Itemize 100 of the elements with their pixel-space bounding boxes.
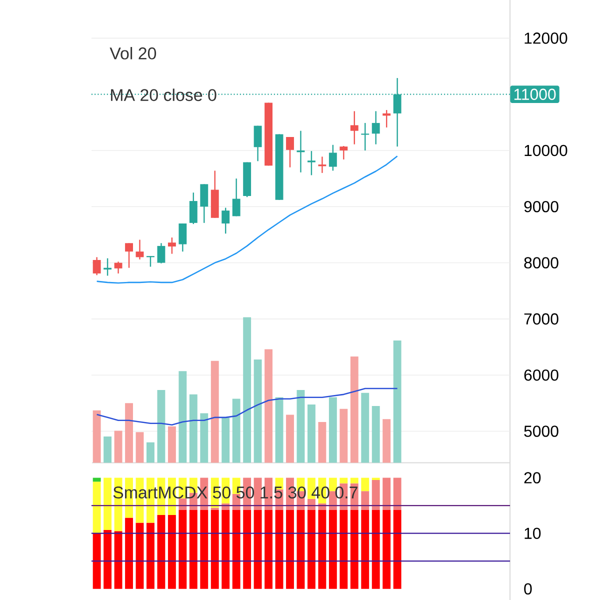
candlestick — [157, 242, 166, 264]
candlestick — [168, 236, 176, 254]
bar — [114, 430, 122, 463]
candlestick — [104, 258, 112, 276]
bar — [178, 510, 187, 589]
bar — [340, 408, 348, 463]
bar — [210, 510, 219, 589]
bar — [275, 397, 284, 463]
bar — [350, 478, 358, 484]
bar — [254, 510, 262, 589]
bar — [200, 413, 208, 463]
bar — [136, 522, 144, 589]
bar — [104, 530, 112, 589]
bar — [361, 491, 370, 510]
bar — [189, 394, 198, 463]
y-tick-label: 12000 — [524, 32, 568, 44]
y-tick-label: 0 — [524, 583, 532, 595]
bar — [264, 510, 273, 589]
candlestick — [136, 239, 144, 260]
candlestick — [254, 125, 262, 162]
bar — [307, 510, 316, 589]
y-tick-label: 20 — [524, 472, 541, 484]
bar — [146, 442, 154, 463]
bar — [243, 510, 252, 589]
bar — [210, 360, 219, 463]
candlestick — [318, 156, 326, 174]
bar — [189, 510, 198, 589]
bar — [168, 426, 176, 463]
candlestick — [307, 150, 316, 176]
bar — [254, 478, 262, 510]
bar — [200, 510, 208, 589]
bar — [307, 404, 316, 463]
y-tick-label: 7000 — [524, 313, 558, 325]
bar — [232, 398, 240, 463]
bar — [114, 531, 122, 589]
bar — [382, 478, 391, 510]
bar — [361, 510, 370, 589]
bar — [350, 356, 358, 463]
bar — [328, 510, 337, 589]
bar — [318, 422, 326, 463]
y-tick-label: 5000 — [524, 426, 558, 437]
bar — [222, 510, 230, 589]
bar — [382, 419, 391, 463]
bar — [328, 491, 337, 510]
bar — [104, 436, 112, 463]
candlestick — [328, 144, 337, 172]
bar — [254, 359, 262, 463]
bar — [393, 340, 402, 463]
bar — [382, 510, 391, 589]
bar — [340, 510, 348, 589]
candlestick — [232, 178, 240, 217]
y-tick-label: 6000 — [524, 369, 558, 381]
bar — [157, 390, 166, 463]
bar — [372, 510, 380, 589]
candlestick — [114, 261, 122, 274]
y-tick-label: 8000 — [524, 257, 558, 268]
bar — [222, 418, 230, 463]
candlestick — [340, 145, 348, 160]
bar — [296, 510, 305, 589]
bar — [393, 510, 402, 589]
bar — [178, 371, 187, 463]
bar — [92, 410, 101, 463]
bar — [136, 432, 144, 463]
bar — [350, 510, 358, 589]
candlestick — [92, 256, 101, 276]
bar — [286, 414, 294, 463]
annotation: MA 20 close 0 — [111, 88, 216, 102]
y-tick-label: 10000 — [524, 144, 568, 156]
annotation: Vol 20 — [110, 46, 156, 60]
bar — [168, 514, 176, 589]
candlestick — [125, 242, 133, 268]
candlestick — [372, 110, 380, 145]
bar — [372, 406, 380, 463]
bar — [275, 510, 284, 589]
y-tick-label: 9000 — [524, 200, 558, 212]
bar — [104, 478, 112, 530]
bar — [361, 478, 370, 492]
bar — [232, 510, 240, 589]
bar — [92, 482, 101, 534]
bar — [264, 349, 273, 463]
candlestick — [178, 222, 187, 252]
bar — [328, 478, 337, 492]
candlestick — [286, 136, 294, 168]
bar — [92, 533, 101, 589]
candlestick — [350, 110, 358, 145]
bar — [125, 403, 133, 463]
candlestick — [200, 184, 208, 224]
bar — [318, 510, 326, 589]
bar — [243, 317, 252, 463]
bar — [125, 518, 133, 589]
bar — [286, 510, 294, 589]
bar — [393, 478, 402, 510]
candlestick — [361, 122, 370, 152]
bar — [340, 478, 348, 484]
bar — [157, 514, 166, 589]
bar — [372, 480, 380, 510]
bar — [361, 392, 370, 463]
bar — [307, 498, 316, 510]
bar — [178, 498, 187, 510]
bar — [328, 397, 337, 463]
